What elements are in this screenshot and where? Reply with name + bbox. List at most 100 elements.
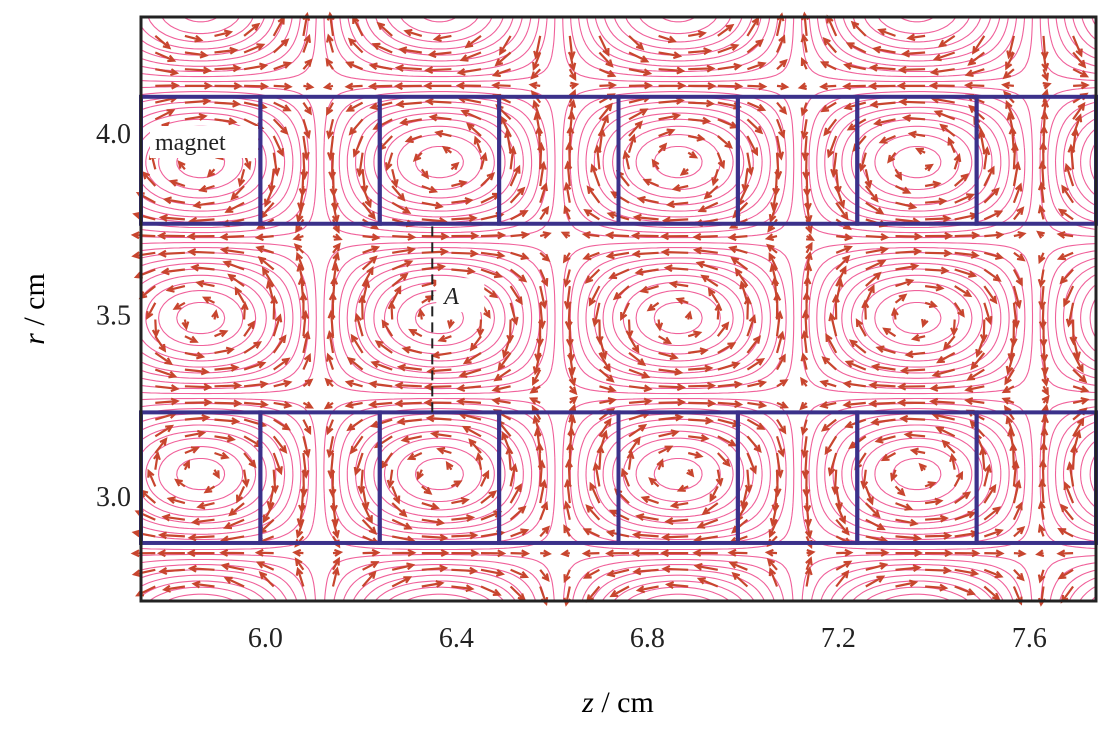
- field-arrow: [820, 101, 837, 113]
- field-arrow: [865, 575, 886, 588]
- field-arrow: [219, 246, 245, 255]
- field-arrow: [367, 82, 393, 91]
- field-arrow: [774, 152, 783, 180]
- field-arrow: [255, 245, 275, 254]
- field-arrow: [984, 549, 1005, 558]
- field-arrow: [801, 452, 810, 480]
- field-arrow: [775, 135, 785, 161]
- field-arrow: [898, 97, 926, 106]
- field-arrow: [326, 33, 335, 53]
- field-arrow: [775, 435, 786, 458]
- field-arrow: [800, 119, 809, 140]
- field-arrow: [451, 549, 480, 558]
- field-arrow: [925, 231, 954, 240]
- field-arrow: [265, 279, 275, 304]
- field-arrow: [628, 436, 641, 454]
- field-arrow: [168, 179, 186, 188]
- field-arrow: [728, 561, 748, 571]
- field-arrow: [510, 251, 530, 261]
- field-arrow: [825, 333, 838, 354]
- field-arrow: [899, 414, 926, 423]
- field-arrow: [491, 81, 511, 90]
- field-arrow: [984, 251, 1005, 260]
- field-arrow: [910, 333, 926, 342]
- field-arrow: [925, 249, 953, 258]
- field-arrow: [244, 400, 269, 409]
- field-arrow: [895, 232, 923, 241]
- field-arrow: [895, 247, 923, 256]
- field-arrow: [372, 118, 393, 130]
- field-arrow: [589, 481, 601, 504]
- field-arrow: [243, 22, 261, 37]
- field-arrow: [768, 519, 779, 539]
- field-arrow: [895, 201, 918, 210]
- x-axis-label: z / cm: [581, 686, 654, 719]
- field-arrow: [1004, 369, 1015, 386]
- field-arrow: [412, 151, 423, 162]
- field-arrow: [1041, 68, 1049, 82]
- field-arrow: [836, 548, 854, 557]
- field-arrow: [835, 254, 851, 271]
- field-arrow: [214, 417, 241, 426]
- field-arrow: [509, 164, 521, 187]
- field-arrow: [700, 274, 719, 288]
- field-arrow: [845, 42, 867, 54]
- field-arrow: [688, 381, 717, 390]
- field-arrow: [865, 518, 886, 531]
- field-arrow: [344, 82, 363, 91]
- field-arrow: [1072, 68, 1090, 78]
- field-arrow: [585, 585, 601, 603]
- field-arrow: [1037, 181, 1046, 203]
- field-arrow: [925, 514, 949, 523]
- field-arrow: [804, 566, 813, 587]
- field-arrow: [272, 435, 288, 454]
- field-arrow: [739, 280, 749, 304]
- field-arrow: [1072, 368, 1088, 384]
- field-arrow: [717, 62, 743, 71]
- field-arrow: [430, 351, 452, 359]
- y-axis-label: r / cm: [18, 273, 51, 345]
- field-arrow: [717, 135, 733, 149]
- field-arrow: [493, 368, 512, 382]
- field-arrow: [427, 50, 452, 59]
- field-arrow: [746, 452, 757, 475]
- field-arrow: [746, 152, 755, 177]
- field-arrow: [326, 352, 335, 370]
- field-arrow: [658, 34, 677, 44]
- field-arrow: [214, 329, 229, 338]
- field-arrow: [628, 335, 640, 354]
- field-arrow: [158, 567, 185, 576]
- field-arrow: [421, 485, 433, 495]
- field-arrow: [353, 452, 364, 476]
- field-arrow: [187, 247, 215, 256]
- field-arrow: [631, 249, 659, 258]
- field-arrow: [717, 361, 741, 371]
- field-arrow: [931, 368, 955, 378]
- field-arrow: [154, 35, 172, 50]
- field-arrow: [421, 502, 440, 511]
- field-arrow: [155, 81, 180, 90]
- field-arrow: [1072, 417, 1085, 437]
- field-arrow: [214, 117, 238, 126]
- field-arrow: [344, 379, 363, 388]
- field-arrow: [865, 548, 890, 557]
- field-arrow: [292, 233, 304, 241]
- field-arrow: [423, 382, 452, 391]
- field-arrow: [184, 446, 200, 455]
- field-arrow: [356, 152, 365, 178]
- x-tick-label: 6.8: [630, 623, 665, 654]
- field-arrow: [661, 565, 689, 573]
- field-arrow: [805, 556, 813, 571]
- field-arrow: [568, 414, 577, 437]
- x-axis-ticks: 6.0 6.4 6.8 7.2 7.6: [248, 623, 1047, 654]
- field-arrow: [588, 285, 601, 307]
- field-arrow: [658, 351, 679, 361]
- field-arrow: [540, 549, 552, 558]
- field-arrow: [776, 419, 787, 435]
- field-arrow: [1059, 268, 1074, 285]
- field-arrow: [835, 245, 853, 254]
- field-arrow: [746, 38, 764, 54]
- field-arrow: [391, 562, 416, 571]
- field-arrow: [182, 459, 190, 471]
- field-arrow: [327, 452, 336, 480]
